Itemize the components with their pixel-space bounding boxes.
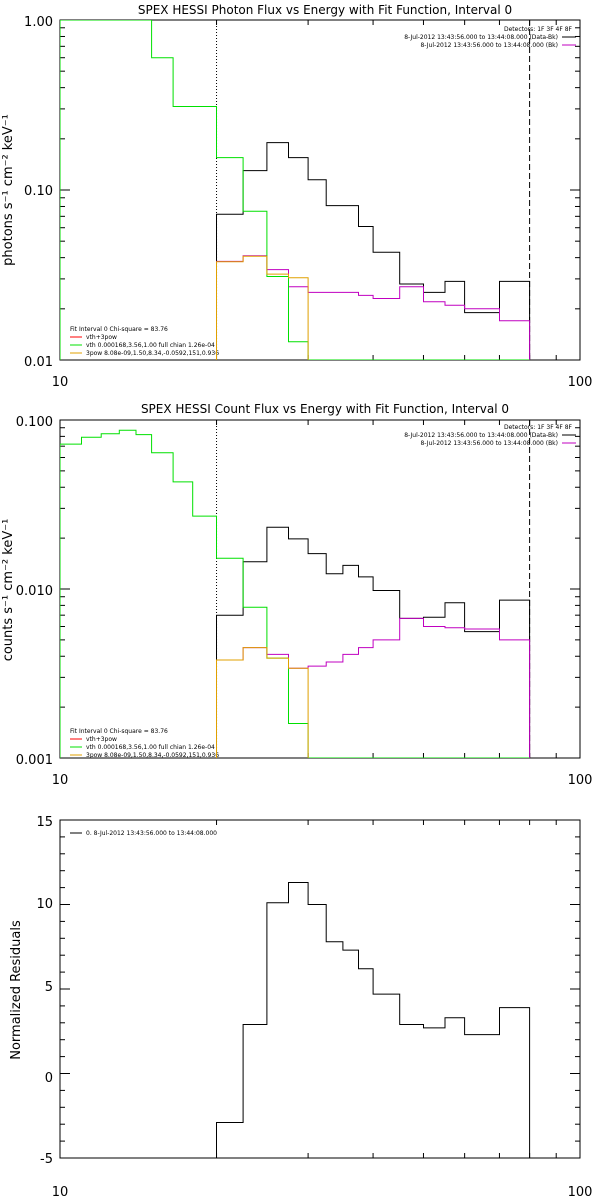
legend-entry-vth: vth 0.000168,3.56,1.00 full chian 1.26e-… [86,342,215,349]
y-axis-label: photons s⁻¹ cm⁻² keV⁻¹ [1,114,16,266]
panel-title: SPEX HESSI Count Flux vs Energy with Fit… [141,402,509,416]
panel-title: SPEX HESSI Photon Flux vs Energy with Fi… [138,3,512,17]
legend-entry: 0. 8-Jul-2012 13:43:56.000 to 13:44:08.0… [86,830,217,837]
legend-entry-total: vth+3pow [86,334,117,341]
legend-detectors: Detectors: 1F 3F 4F 8F [504,26,573,33]
legend-entry-3pow: 3pow 8.08e-09,1.50,8.34,-0.0592,151,0.93… [86,350,219,357]
legend-entry-vth: vth 0.000168,3.56,1.00 full chian 1.26e-… [86,744,215,751]
plot-frame [59,19,581,361]
y-tick-label: 10 [36,897,53,912]
legend-entry-data-bk: 8-Jul-2012 13:43:56.000 to 13:44:08.000 … [404,34,558,41]
plot-frame [59,819,581,1159]
x-tick-label: 10 [52,1185,69,1200]
y-tick-label: 5 [45,980,53,995]
y-tick-label: 0.001 [16,753,53,768]
residuals-panel: Normalized Residuals 10 100 15 10 5 0 -5… [9,815,592,1200]
legend-entry-bk: 8-Jul-2012 13:43:56.000 to 13:44:08.000 … [420,42,558,49]
legend-entry-total: vth+3pow [86,736,117,743]
photon-flux-panel: SPEX HESSI Photon Flux vs Energy with Fi… [1,3,592,390]
y-axis-label: Normalized Residuals [9,920,24,1060]
x-tick-label: 100 [568,773,593,788]
legend-entry-bk: 8-Jul-2012 13:43:56.000 to 13:44:08.000 … [420,440,558,447]
count-flux-panel: SPEX HESSI Count Flux vs Energy with Fit… [1,402,592,788]
y-tick-label: 15 [36,815,53,830]
legend-fit-header: Fit Interval 0 Chi-square = 83.76 [70,326,168,333]
series-residuals-line [216,882,531,1158]
y-tick-label: 0 [45,1071,53,1086]
series-data-bk-line [216,526,531,758]
y-tick-label: 0.01 [24,355,53,370]
series-vth-line [60,429,530,758]
legend-fit-header: Fit Interval 0 Chi-square = 83.76 [70,728,168,735]
series-bk-line [216,255,531,360]
plot-frame [59,419,581,759]
x-tick-label: 10 [52,773,69,788]
x-tick-label: 10 [52,375,69,390]
series-data-bk-line [216,142,531,360]
series-vth-line [60,20,530,360]
legend-entry-3pow: 3pow 8.08e-09,1.50,8.34,-0.0592,151,0.93… [86,752,219,759]
x-tick-label: 100 [568,375,593,390]
series-3pow-line [216,647,309,758]
y-tick-label: 0.10 [24,184,53,199]
y-tick-label: -5 [40,1152,53,1167]
y-tick-label: 0.010 [16,584,53,599]
legend-detectors: Detectors: 1F 3F 4F 8F [504,424,573,431]
series-bk-line [216,617,531,758]
x-tick-label: 100 [568,1185,593,1200]
series-3pow-line [216,255,309,360]
y-axis-label: counts s⁻¹ cm⁻² keV⁻¹ [1,519,16,662]
y-tick-label: 0.100 [16,415,53,430]
legend-entry-data-bk: 8-Jul-2012 13:43:56.000 to 13:44:08.000 … [404,432,558,439]
y-tick-label: 1.00 [24,15,53,30]
